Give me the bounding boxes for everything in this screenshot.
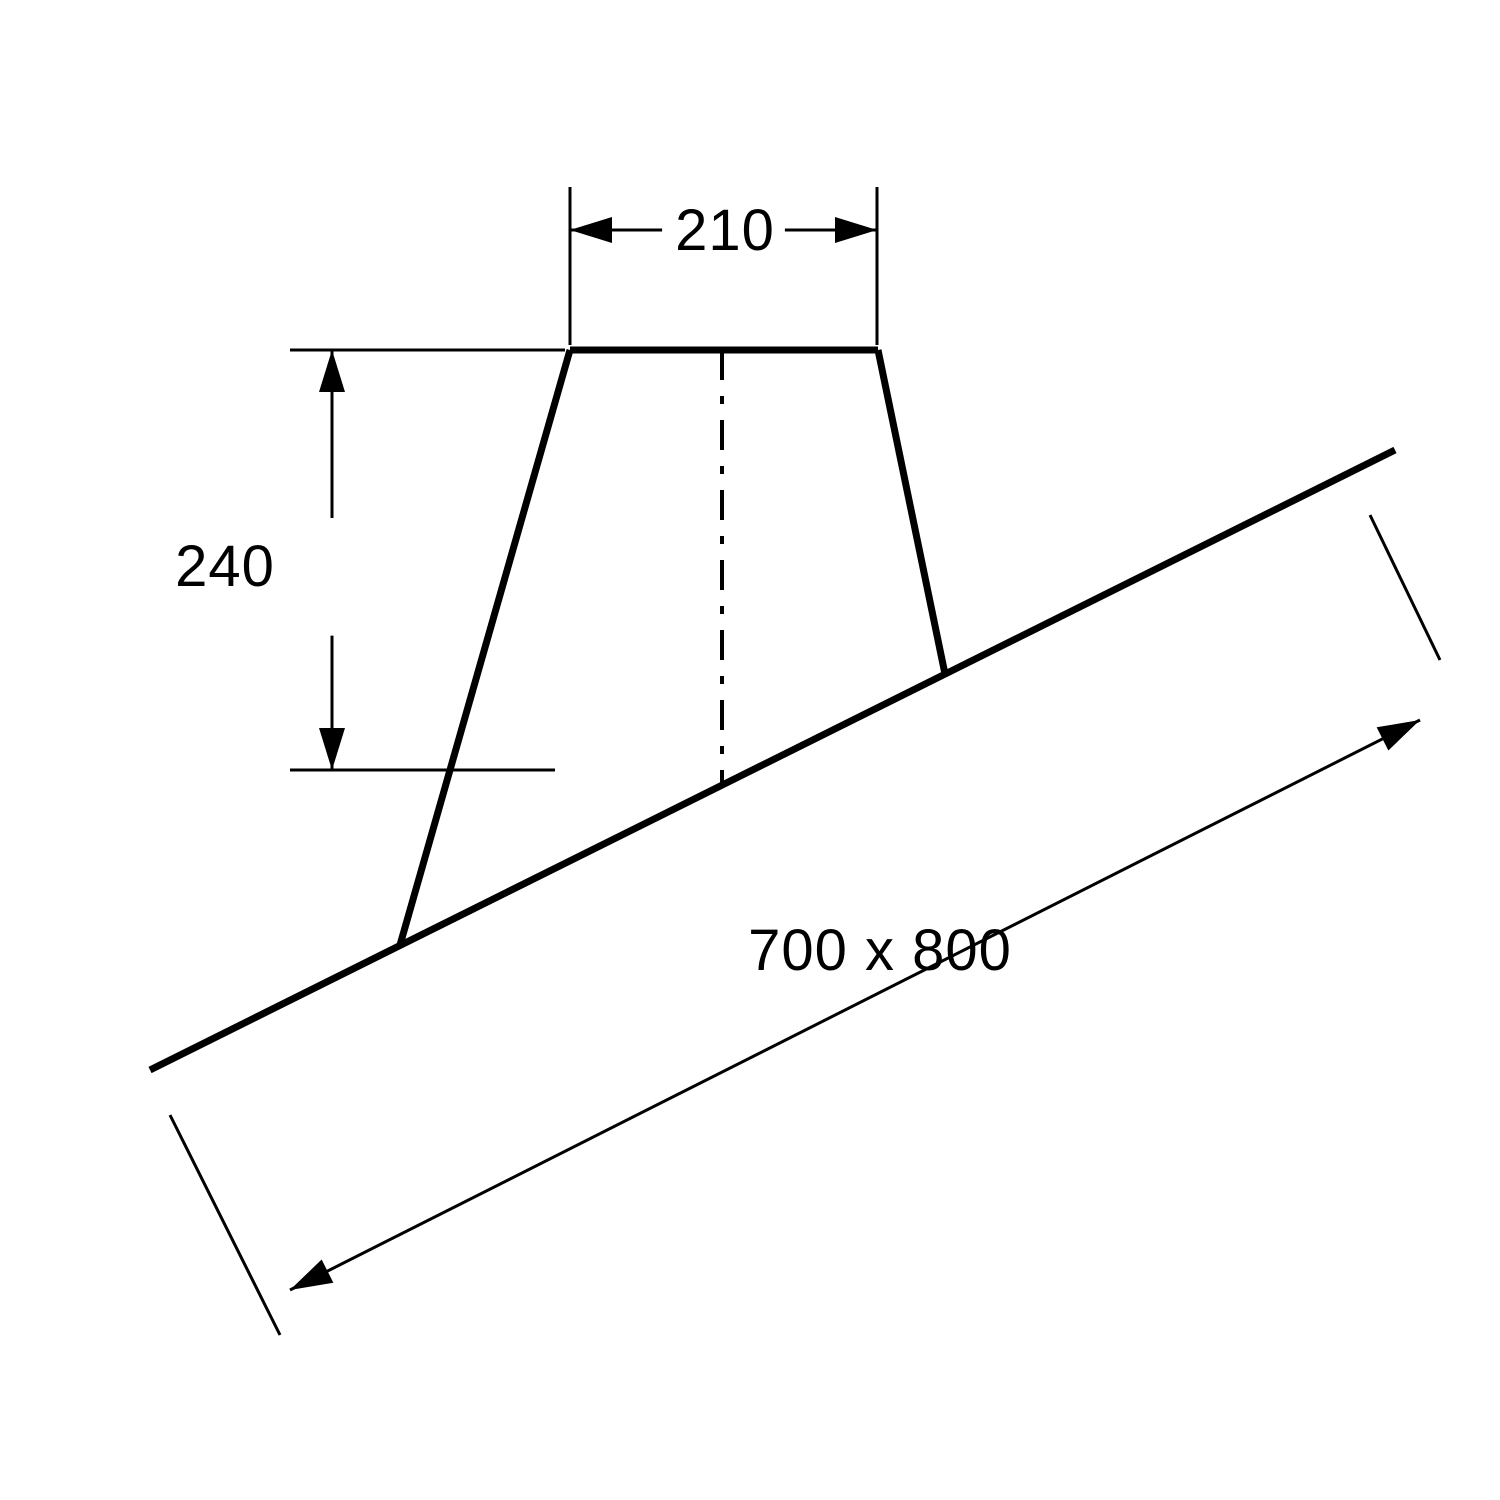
svg-text:210: 210 <box>675 198 775 263</box>
technical-drawing: 210 240 700 x 800 <box>0 0 1500 1500</box>
svg-text:240: 240 <box>175 534 275 599</box>
svg-text:700 x 800: 700 x 800 <box>748 918 1012 983</box>
